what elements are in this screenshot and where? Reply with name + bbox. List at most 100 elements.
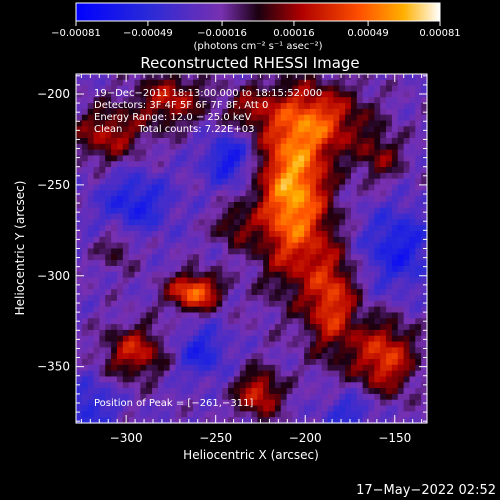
- heatmap-cell: [415, 91, 422, 98]
- heatmap-cell: [315, 190, 323, 197]
- heatmap-cell: [304, 242, 311, 250]
- heatmap-cell: [345, 132, 352, 139]
- heatmap-cell: [333, 376, 340, 383]
- heatmap-cell: [181, 359, 188, 366]
- heatmap-cell: [222, 137, 229, 145]
- heatmap-cell: [175, 405, 182, 412]
- heatmap-cell: [128, 359, 136, 366]
- heatmap-cell: [310, 318, 317, 325]
- heatmap-cell: [362, 277, 370, 284]
- heatmap-cell: [99, 120, 106, 127]
- heatmap-cell: [93, 126, 100, 133]
- heatmap-cell: [415, 376, 422, 383]
- heatmap-cell: [175, 300, 182, 308]
- heatmap-cell: [251, 364, 258, 372]
- heatmap-cell: [134, 335, 141, 343]
- heatmap-cell: [233, 382, 241, 389]
- heatmap-cell: [362, 213, 370, 221]
- heatmap-cell: [415, 388, 422, 395]
- heatmap-cell: [198, 260, 206, 267]
- heatmap-cell: [228, 353, 235, 360]
- heatmap-cell: [116, 271, 124, 279]
- heatmap-cell: [269, 161, 276, 168]
- heatmap-cell: [163, 207, 171, 215]
- heatmap-cell: [239, 167, 247, 174]
- heatmap-cell: [350, 260, 358, 267]
- heatmap-cell: [321, 277, 329, 284]
- heatmap-cell: [298, 289, 305, 296]
- heatmap-cell: [228, 167, 235, 174]
- heatmap-cell: [374, 172, 381, 180]
- heatmap-cell: [409, 103, 416, 110]
- heatmap-cell: [327, 341, 334, 348]
- heatmap-cell: [169, 213, 177, 221]
- heatmap-cell: [421, 242, 428, 250]
- heatmap-cell: [350, 382, 358, 389]
- heatmap-cell: [210, 306, 217, 314]
- heatmap-cell: [350, 417, 358, 424]
- heatmap-cell: [169, 201, 177, 209]
- heatmap-cell: [263, 126, 270, 133]
- heatmap-cell: [116, 201, 124, 209]
- heatmap-cell: [228, 393, 235, 401]
- heatmap-cell: [263, 149, 270, 157]
- heatmap-cell: [169, 341, 177, 348]
- heatmap-cell: [409, 155, 416, 162]
- heatmap-cell: [386, 248, 393, 255]
- heatmap-cell: [105, 97, 112, 104]
- heatmap-cell: [76, 300, 83, 308]
- heatmap-cell: [397, 324, 405, 331]
- heatmap-cell: [380, 411, 387, 418]
- heatmap-cell: [292, 347, 299, 354]
- heatmap-cell: [368, 97, 375, 104]
- heatmap-cell: [99, 289, 106, 296]
- heatmap-cell: [356, 329, 364, 337]
- heatmap-cell: [298, 417, 305, 424]
- heatmap-cell: [257, 295, 264, 302]
- heatmap-cell: [76, 283, 83, 290]
- heatmap-cell: [397, 207, 405, 215]
- heatmap-cell: [99, 219, 106, 226]
- heatmap-cell: [111, 103, 118, 110]
- heatmap-cell: [134, 242, 141, 250]
- heatmap-cell: [111, 295, 118, 302]
- heatmap-cell: [81, 161, 89, 168]
- heatmap-cell: [81, 103, 89, 110]
- heatmap-cell: [228, 382, 235, 389]
- heatmap-cell: [169, 167, 177, 174]
- heatmap-cell: [146, 324, 153, 331]
- heatmap-cell: [421, 79, 428, 87]
- heatmap-cell: [245, 242, 253, 250]
- heatmap-cell: [116, 248, 124, 255]
- heatmap-cell: [345, 190, 352, 197]
- heatmap-cell: [76, 91, 83, 98]
- heatmap-cell: [134, 172, 141, 180]
- heatmap-cell: [386, 207, 393, 215]
- heatmap-cell: [374, 260, 381, 267]
- heatmap-cell: [298, 306, 305, 314]
- heatmap-cell: [157, 359, 165, 366]
- heatmap-cell: [128, 370, 136, 378]
- heatmap-cell: [415, 271, 422, 279]
- heatmap-cell: [339, 300, 346, 308]
- heatmap-cell: [204, 417, 212, 424]
- heatmap-cell: [228, 329, 235, 337]
- heatmap-cell: [333, 143, 340, 151]
- heatmap-cell: [362, 137, 370, 145]
- heatmap-cell: [239, 114, 247, 122]
- heatmap-cell: [245, 85, 253, 93]
- heatmap-cell: [274, 283, 282, 290]
- heatmap-cell: [105, 393, 112, 401]
- heatmap-cell: [257, 120, 264, 127]
- heatmap-cell: [315, 196, 323, 203]
- heatmap-cell: [87, 201, 95, 209]
- heatmap-cell: [163, 184, 171, 191]
- heatmap-cell: [269, 405, 276, 412]
- heatmap-cell: [403, 271, 411, 279]
- heatmap-cell: [333, 213, 340, 221]
- heatmap-cell: [169, 295, 177, 302]
- heatmap-cell: [140, 306, 147, 314]
- heatmap-cell: [187, 289, 194, 296]
- heatmap-cell: [362, 335, 370, 343]
- heatmap-cell: [198, 359, 206, 366]
